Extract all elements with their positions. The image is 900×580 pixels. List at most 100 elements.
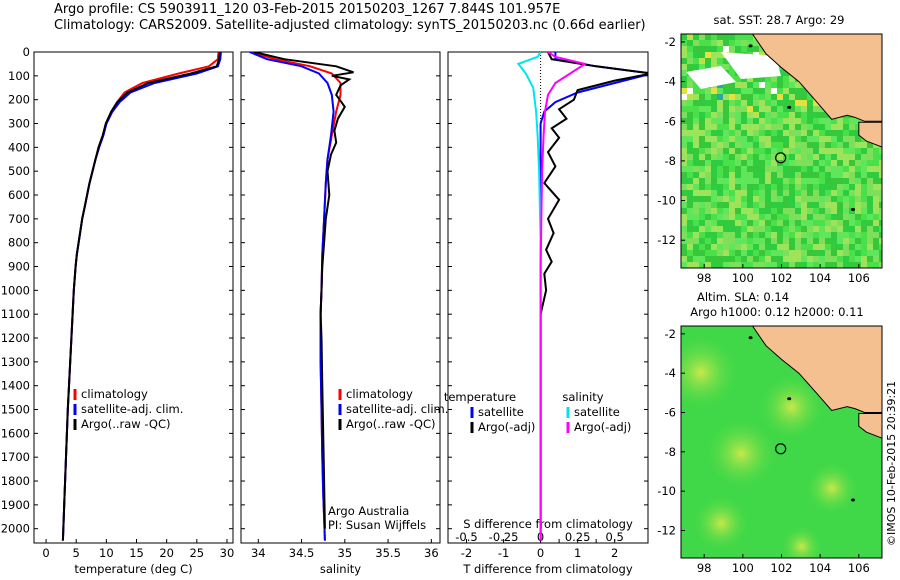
sst-cell: [699, 142, 705, 148]
sst-cell: [831, 178, 837, 184]
y-tick-label: -10: [657, 194, 676, 208]
sst-cell: [711, 100, 717, 106]
sst-cell: [843, 160, 849, 166]
sst-cell: [819, 202, 825, 208]
x-tick-label: 104: [809, 561, 831, 575]
sst-cell: [783, 70, 789, 76]
sst-cell: [777, 118, 783, 124]
sst-cell: [855, 118, 861, 124]
sst-cell: [753, 166, 759, 172]
sst-cell: [801, 142, 807, 148]
sst-cell: [693, 130, 699, 136]
sst-cell: [831, 136, 837, 142]
sst-cell: [837, 208, 843, 214]
sst-cell: [753, 214, 759, 220]
sst-cell: [747, 172, 753, 178]
sst-cell: [759, 214, 765, 220]
sst-cell: [759, 172, 765, 178]
sst-cell: [837, 244, 843, 250]
sst-cell: [687, 130, 693, 136]
sst-cell: [771, 220, 777, 226]
sst-cell: [693, 220, 699, 226]
sst-cell: [741, 112, 747, 118]
sst-cell: [687, 238, 693, 244]
sst-cell: [807, 250, 813, 256]
sst-cell: [705, 64, 711, 70]
sst-cell: [747, 262, 753, 268]
sst-cell: [729, 34, 735, 40]
sst-cell: [795, 148, 801, 154]
sst-cell: [753, 226, 759, 232]
sst-cell: [795, 82, 801, 88]
sst-cell: [825, 256, 831, 262]
sst-cell: [717, 34, 723, 40]
sst-cell: [705, 124, 711, 130]
x-tick-label: 34.5: [289, 546, 315, 560]
sst-cell: [735, 214, 741, 220]
sst-cell: [717, 256, 723, 262]
sst-cell: [723, 184, 729, 190]
sst-cell: [693, 262, 699, 268]
sst-cell: [807, 220, 813, 226]
sst-cell: [765, 184, 771, 190]
sst-cell: [723, 106, 729, 112]
sst-cell: [825, 130, 831, 136]
sst-cell: [861, 238, 867, 244]
sst-cell: [873, 244, 879, 250]
sst-cell: [723, 190, 729, 196]
sst-cell: [723, 220, 729, 226]
sst-cell: [693, 160, 699, 166]
sst-cell: [819, 184, 825, 190]
sst-cell: [741, 244, 747, 250]
sst-cell: [849, 172, 855, 178]
sst-cell: [849, 148, 855, 154]
sst-cell: [783, 244, 789, 250]
sst-cell: [819, 124, 825, 130]
sst-cell: [837, 232, 843, 238]
sst-cell: [711, 124, 717, 130]
sst-cell: [735, 178, 741, 184]
sst-cell: [747, 40, 753, 46]
sst-cell: [693, 232, 699, 238]
sst-cell: [795, 232, 801, 238]
sst-cell: [873, 202, 879, 208]
sst-cell: [693, 118, 699, 124]
sst-cell: [687, 160, 693, 166]
sst-cell: [861, 256, 867, 262]
x-tick-label: 0: [537, 546, 544, 560]
sst-cell: [843, 124, 849, 130]
sst-cell: [849, 220, 855, 226]
sst-cell: [855, 256, 861, 262]
x-tick-label: 25: [189, 546, 204, 560]
sst-cell: [711, 58, 717, 64]
sst-cell: [801, 148, 807, 154]
sst-cell: [783, 94, 789, 100]
sst-cell: [801, 166, 807, 172]
sst-cell: [807, 232, 813, 238]
sst-cell: [879, 184, 882, 190]
sst-cell: [699, 154, 705, 160]
sst-cell: [759, 166, 765, 172]
sst-cell: [783, 220, 789, 226]
x-tick-label: 15: [129, 546, 144, 560]
sst-cell: [807, 202, 813, 208]
sst-cell: [753, 130, 759, 136]
y-tick-label: 1200: [1, 331, 30, 345]
sst-cell: [819, 136, 825, 142]
y-tick-label: 1800: [1, 474, 30, 488]
sst-cell: [801, 250, 807, 256]
sst-cell: [699, 256, 705, 262]
sst-cell: [831, 202, 837, 208]
sst-cell: [699, 190, 705, 196]
y-tick-label: -8: [665, 445, 676, 459]
sst-cell: [753, 82, 759, 88]
land-mass: [751, 326, 882, 413]
sst-cell: [741, 154, 747, 160]
sst-cell: [723, 196, 729, 202]
sst-cell: [789, 178, 795, 184]
sst-cell: [741, 136, 747, 142]
sst-cell: [819, 106, 825, 112]
sst-cell: [867, 160, 873, 166]
sst-cell: [711, 226, 717, 232]
